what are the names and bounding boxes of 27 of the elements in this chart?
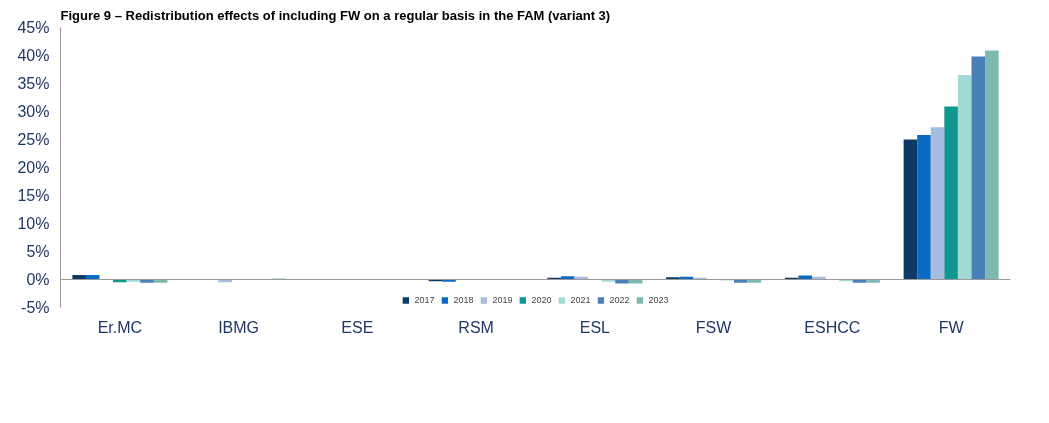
- y-tick-label: 20%: [17, 159, 50, 176]
- legend-label: 2020: [531, 295, 552, 305]
- legend-label: 2023: [648, 295, 669, 305]
- x-tick-label: ESHCC: [804, 318, 861, 336]
- legend-label: 2019: [492, 295, 513, 305]
- y-tick-label: 40%: [17, 47, 50, 64]
- legend-label: 2017: [414, 295, 435, 305]
- x-tick-label: ESE: [341, 318, 374, 336]
- y-tick-label: 5%: [26, 243, 50, 260]
- y-tick-label: 15%: [17, 187, 50, 204]
- legend-label: 2018: [453, 295, 474, 305]
- y-tick-label: -5%: [21, 299, 50, 316]
- y-tick-label: 30%: [17, 103, 50, 120]
- x-tick-label: Er.MC: [97, 318, 143, 336]
- legend-label: 2021: [570, 295, 591, 305]
- y-tick-label: 0%: [26, 271, 50, 288]
- x-tick-label: FSW: [695, 318, 733, 336]
- x-tick-label: ESL: [579, 318, 611, 336]
- x-tick-label: FW: [938, 318, 965, 336]
- legend-label: 2022: [609, 295, 630, 305]
- x-tick-label: RSM: [458, 318, 494, 336]
- y-tick-label: 25%: [17, 131, 50, 148]
- y-tick-label: 45%: [17, 19, 50, 36]
- y-tick-label: 10%: [17, 215, 50, 232]
- chart-title: Figure 9 – Redistribution effects of including FW on a regular basis in the FAM (variant 3): [60, 7, 611, 23]
- y-tick-label: 35%: [17, 75, 50, 92]
- x-tick-label: IBMG: [218, 318, 260, 336]
